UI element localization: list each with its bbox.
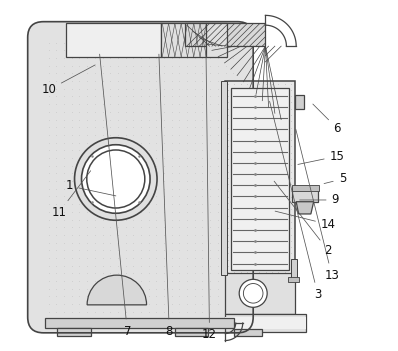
- Circle shape: [239, 279, 267, 307]
- Bar: [45, 318, 234, 328]
- Circle shape: [74, 138, 157, 220]
- Bar: [291, 259, 297, 280]
- Text: 10: 10: [41, 65, 95, 96]
- Bar: [175, 328, 208, 336]
- Bar: [225, 81, 295, 275]
- Text: 2: 2: [274, 181, 332, 257]
- Bar: [66, 24, 160, 57]
- Bar: [225, 314, 306, 332]
- Bar: [57, 328, 91, 336]
- Bar: [185, 24, 265, 46]
- Wedge shape: [87, 275, 146, 305]
- Bar: [231, 88, 289, 270]
- Polygon shape: [292, 190, 318, 202]
- Text: 8: 8: [159, 54, 173, 338]
- Bar: [225, 273, 295, 313]
- FancyBboxPatch shape: [28, 22, 253, 333]
- Text: 9: 9: [300, 193, 339, 206]
- Bar: [220, 81, 227, 275]
- Text: 14: 14: [275, 211, 336, 231]
- Bar: [295, 95, 304, 109]
- Text: 6: 6: [313, 104, 341, 135]
- Bar: [234, 329, 262, 336]
- Bar: [292, 185, 319, 191]
- Bar: [225, 317, 306, 329]
- Polygon shape: [296, 202, 314, 214]
- Text: 5: 5: [324, 172, 346, 185]
- Text: 12: 12: [202, 54, 217, 341]
- Circle shape: [82, 145, 150, 213]
- Bar: [206, 24, 227, 57]
- Bar: [288, 277, 299, 282]
- Text: 13: 13: [296, 129, 339, 282]
- Text: 3: 3: [269, 101, 322, 301]
- Bar: [160, 24, 206, 57]
- Text: 15: 15: [298, 150, 345, 165]
- Text: 7: 7: [100, 54, 131, 338]
- Text: 11: 11: [52, 171, 91, 219]
- Text: 1: 1: [66, 179, 116, 196]
